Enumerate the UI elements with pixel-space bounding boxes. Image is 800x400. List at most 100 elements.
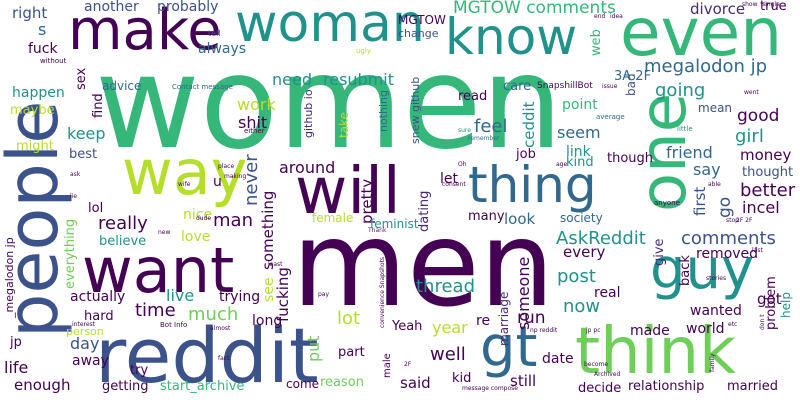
word-become: become [584,361,609,368]
word-jp: jp [10,335,22,350]
word-little: little [677,125,693,133]
word-incel: incel [742,198,780,217]
word-stop: stop [726,217,739,224]
word-right: right [12,4,48,22]
word-without: without [40,57,67,65]
word-even: even [620,0,783,71]
word-find: find [91,93,106,118]
word-well: well [430,344,466,365]
word-pay: pay [318,291,330,298]
word-askreddit: AskReddit [556,228,646,249]
word-convenience-snapshots: convenience Snapshots [379,256,386,328]
word-now: now [563,296,601,317]
word-men: men [292,195,555,333]
word-anyone: anyone [654,199,680,207]
word-reddit: reddit [95,311,319,400]
word-really: really [98,213,148,234]
word-women: women [95,29,563,178]
word-enough: enough [14,376,71,394]
word-made: made [630,323,670,339]
word-though: though [607,151,654,166]
word-thread: thread [416,276,476,297]
word-lol: lol [88,201,104,216]
word-change: change [398,27,439,40]
word-male: male [382,353,393,378]
word-gt: gt [480,315,538,380]
word-away: away [72,353,109,369]
word-need: need [272,70,312,89]
word-etc: etc [728,321,738,328]
word-almost: almost [210,325,231,332]
word-society: society [560,211,603,225]
word-new: new [158,229,171,236]
word-take: take [337,112,351,138]
word-best: best [69,147,98,162]
word-man: man [213,210,253,231]
word-re: re [476,313,491,329]
word-trying: trying [219,289,261,305]
word-much: much [188,304,239,325]
word-real: real [594,285,621,301]
word-oh: Oh [458,161,467,168]
word-dude: dude [196,215,212,222]
word-around: around [279,158,336,177]
word-long: long [252,313,283,329]
word-marriage: marriage [497,291,511,346]
word-snapshillbot: SnapshillBot [537,81,593,91]
word-care: care [503,79,532,94]
word-time: time [135,300,176,321]
word-better: better [740,180,796,201]
word-2f: 2F [404,361,412,368]
word-contact-message: Contact message [172,83,233,91]
word-lot: lot [337,308,361,329]
word-ceddit: ceddit [520,101,538,148]
word-average: average [596,113,625,121]
word-link: link [566,144,591,160]
word-web: web [589,29,604,56]
word-np-reddit: np reddit [530,327,558,334]
word-way: way [122,136,248,209]
word-post: post [557,266,596,287]
word-friend: friend [666,143,713,162]
word-world: world [686,321,725,337]
word-lie: lie [70,193,78,200]
word-let: let [440,171,458,187]
word-thought: thought [742,165,794,180]
word-3a-2f: 3A 2F [614,69,652,84]
word-feminist: feminist [370,217,419,231]
word-jp-pc: jp pc [586,327,601,334]
word-put: put [304,335,323,362]
word-might: might [16,139,54,154]
word-ugly: ugly [356,47,371,55]
word-many: many [468,209,505,224]
word-dont: don t [759,314,766,330]
word-relationship: relationship [628,379,705,394]
word-start-archive: start_archive [160,379,245,394]
word-sure: sure [458,127,471,134]
word-s: s [38,20,47,39]
word-megalodon-jp: megalodon jp [644,56,768,77]
word-job: job [516,147,536,162]
word-github-io: github io [302,89,315,138]
word-able: able [708,181,721,188]
word-last: last [752,247,763,254]
word-seem: seem [557,123,601,142]
word-know: know [445,8,578,66]
word-snew-github: snew github [409,76,422,144]
word-shit: shit [238,113,268,132]
word-feel: feel [474,116,508,137]
word-wanted: wanted [690,303,742,319]
word-yeah: Yeah [392,319,423,334]
word-mgtow: MGTOW [398,13,446,27]
word-girl: girl [735,126,764,147]
word-money: money [740,146,792,164]
word-read: read [458,89,488,104]
word-2f-2f: 2F 2F [736,217,753,224]
word-either: either [244,127,265,135]
word-actually: actually [70,289,126,305]
word-person: person [66,325,104,338]
word-still: still [510,372,537,390]
word-thing: thing [468,156,597,214]
word-try: try [130,363,149,378]
